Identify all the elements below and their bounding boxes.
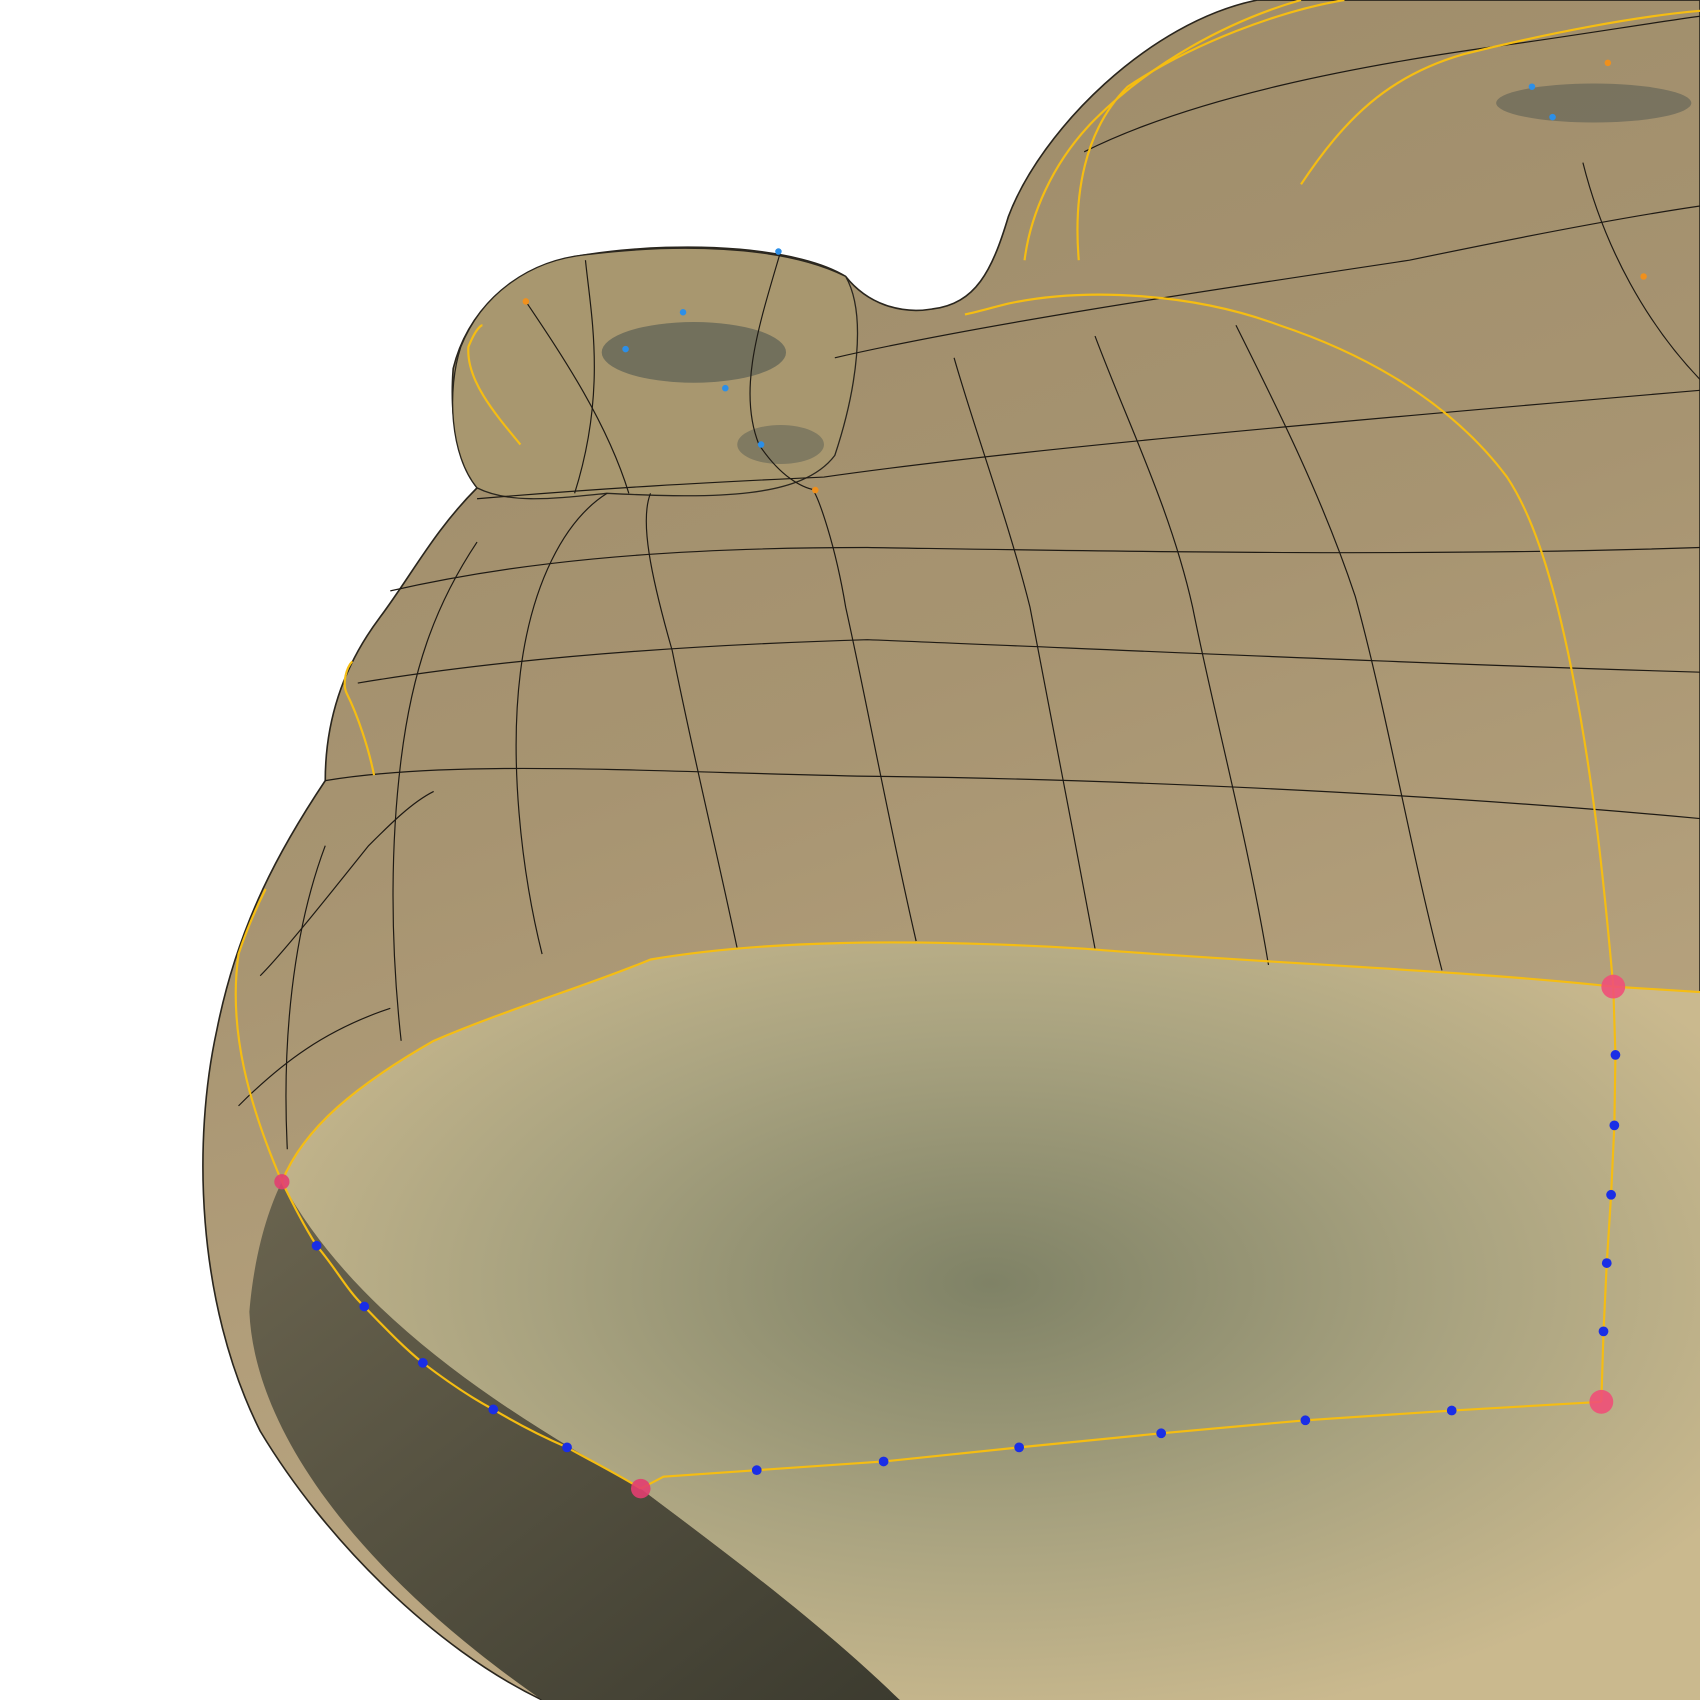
seam xyxy=(1076,0,1345,261)
edge-loop xyxy=(390,546,1700,592)
edge-loop xyxy=(476,389,1700,500)
edge-ring xyxy=(749,251,816,491)
mesh xyxy=(202,0,1700,1700)
ear-hollow xyxy=(601,322,787,383)
vertex xyxy=(1549,113,1556,121)
edge-loop xyxy=(259,790,434,977)
corner-vertex xyxy=(274,1174,290,1190)
edge-ring xyxy=(645,493,738,949)
vertex xyxy=(775,248,782,255)
edge-ring xyxy=(515,492,608,955)
seam xyxy=(280,941,1700,1183)
edge-loop xyxy=(325,767,1700,820)
vertex xyxy=(1604,59,1612,67)
vertex xyxy=(722,384,729,392)
lower-shadow xyxy=(249,1181,900,1700)
vertex xyxy=(1300,1415,1311,1426)
edge-ring xyxy=(1235,324,1443,971)
vertex xyxy=(562,1442,572,1453)
vertex xyxy=(812,486,819,494)
wireframe xyxy=(238,15,1700,1150)
vertex xyxy=(878,1456,889,1467)
vertices xyxy=(311,1050,1621,1476)
edge-ring xyxy=(812,489,917,942)
edge-ring xyxy=(525,301,630,494)
edge-loop xyxy=(357,639,1700,684)
seam xyxy=(343,660,376,776)
vertex xyxy=(751,1465,762,1476)
corner-vertex xyxy=(1589,1389,1614,1414)
vertex xyxy=(1598,1326,1609,1337)
seam xyxy=(964,293,1615,987)
edge-ring xyxy=(392,541,478,1041)
corner-vertices xyxy=(274,974,1626,1499)
edge-ring xyxy=(574,260,595,494)
vertex xyxy=(1610,1050,1621,1060)
edge-loop xyxy=(834,205,1700,359)
vertex xyxy=(1640,273,1647,280)
vertex xyxy=(522,298,530,305)
edge-ring xyxy=(953,357,1096,949)
seam xyxy=(1300,9,1700,185)
vertex xyxy=(1609,1120,1620,1131)
chin-surface xyxy=(281,942,1700,1700)
vertex xyxy=(622,345,629,353)
vertex xyxy=(1528,83,1536,90)
edge-ring xyxy=(1094,335,1270,966)
edge-loop xyxy=(238,1007,391,1107)
vertex xyxy=(1446,1405,1457,1416)
vertex xyxy=(1606,1189,1616,1200)
corner-vertex xyxy=(1601,974,1626,999)
vertex xyxy=(757,441,765,448)
ear-hollow xyxy=(737,425,824,465)
vertex xyxy=(417,1357,428,1368)
seam xyxy=(467,324,522,446)
vertex xyxy=(488,1404,499,1415)
seam xyxy=(234,888,283,1183)
vertex xyxy=(359,1301,370,1312)
small-vertices xyxy=(522,59,1647,494)
corner-vertex xyxy=(630,1478,651,1499)
vertex xyxy=(679,308,687,316)
vertex xyxy=(1601,1258,1612,1268)
vertex xyxy=(311,1240,322,1251)
edge-loop xyxy=(1083,15,1700,153)
vertex xyxy=(1014,1442,1025,1453)
seam xyxy=(1023,0,1302,261)
brow-hollow xyxy=(1496,83,1692,123)
edge-ring xyxy=(1582,162,1700,380)
edge-ring xyxy=(285,845,326,1150)
vertex xyxy=(1156,1428,1167,1439)
